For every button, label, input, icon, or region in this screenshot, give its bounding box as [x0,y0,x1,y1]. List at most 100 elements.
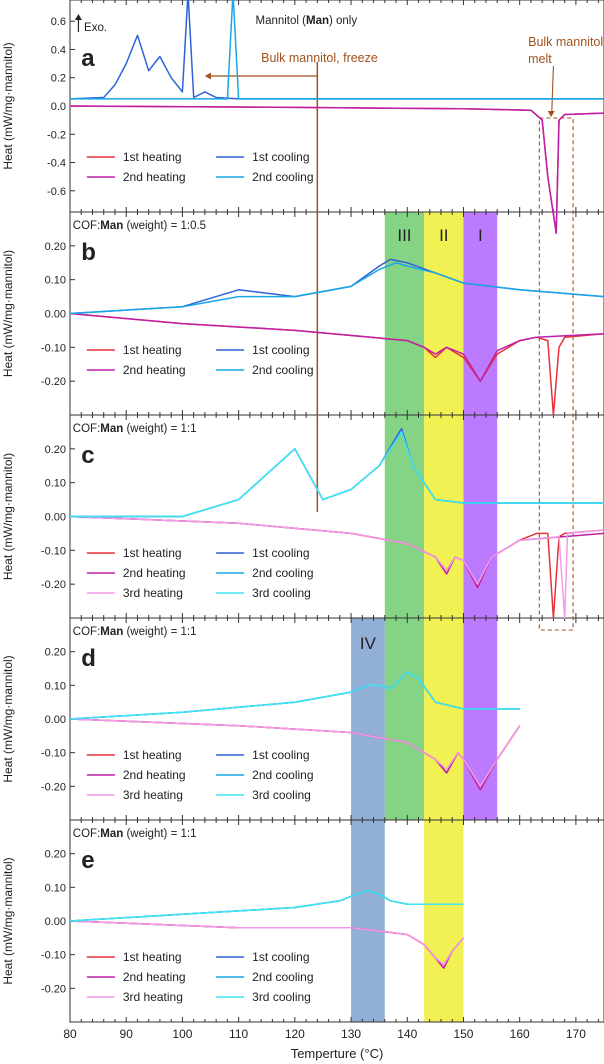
x-tick-label: 100 [172,1027,192,1041]
series-d-3rd-cooling [69,671,520,720]
legend-label: 1st heating [123,343,182,357]
panel-letter: e [81,847,94,874]
bulk-melt-label: Bulk mannitol, [528,35,604,49]
x-tick-label: 110 [229,1027,248,1041]
panel-letter: a [81,45,95,72]
legend-label: 1st heating [123,546,182,560]
legend-label: 3rd heating [123,586,183,600]
y-tick-label: -0.10 [41,950,66,962]
legend-label: 3rd heating [123,788,183,802]
panel-header: COF:Man (weight) = 1:1 [73,423,197,435]
y-tick-label: 0.20 [45,849,66,861]
legend-label: 2nd cooling [252,170,313,184]
legend-label: 2nd heating [123,170,186,184]
legend-label: 1st heating [123,150,182,164]
legend-label: 2nd cooling [252,363,313,377]
x-tick-label: 120 [285,1027,305,1041]
y-axis-title: Heat (mW/mg·mannitol) [1,42,15,169]
y-axis-title: Heat (mW/mg·mannitol) [1,250,15,377]
legend-label: 3rd cooling [252,788,311,802]
band-label-ii: II [439,226,448,245]
y-tick-label: 0.00 [45,309,66,321]
legend-label: 2nd cooling [252,566,313,580]
y-tick-label: 0.00 [45,714,66,726]
y-tick-label: -0.20 [41,983,66,995]
series-d-3rd-heating [69,718,521,788]
series-e-3rd-heating [69,920,465,966]
series-e-2nd-cooling [69,889,464,922]
band-label-i: I [478,226,483,245]
x-tick-label: 130 [341,1027,361,1041]
y-tick-label: -0.20 [41,579,66,591]
legend-label: 2nd cooling [252,970,313,984]
y-tick-label: 0.10 [45,882,66,894]
y-tick-label: -0.10 [41,545,66,557]
data-lines [69,0,604,969]
x-tick-label: 150 [453,1027,473,1041]
series-b-2nd-heating [69,312,604,382]
y-tick-label: -0.10 [41,748,66,760]
y-axis-title: Heat (mW/mg·mannitol) [1,857,15,984]
y-tick-label: 0.20 [45,647,66,659]
series-e-3rd-cooling [69,889,464,922]
panel-letter: c [81,442,94,469]
series-c-2nd-cooling [70,431,604,518]
band-iii [384,212,425,820]
legend-label: 3rd cooling [252,990,311,1004]
band-label-iv: IV [360,634,377,653]
annotations [74,14,574,631]
legend-label: 1st cooling [252,546,309,560]
series-a-2nd-heating [69,105,604,234]
x-tick-label: 160 [510,1027,530,1041]
y-tick-label: -0.10 [41,342,66,354]
legend-label: 1st heating [123,950,182,964]
band-i [463,212,498,820]
highlight-bands [351,212,498,1022]
y-tick-label: 0.00 [45,916,66,928]
y-tick-label: -0.2 [47,129,66,141]
exo-arrowhead [74,14,82,20]
panel-header: COF:Man (weight) = 1:0.5 [73,220,206,232]
legend-label: 2nd heating [123,970,186,984]
series-c-3rd-heating [69,515,604,619]
exo-label: Exo. [84,22,107,34]
plot-frame [69,0,604,1023]
y-tick-label: 0.10 [45,680,66,692]
y-tick-label: -0.20 [41,781,66,793]
melt-arrowhead [547,111,555,117]
legend-label: 2nd heating [123,768,186,782]
series-b-2nd-cooling [69,262,604,315]
labels: 80 90 100 110 120 130 140 150 160 170 Temperture (… [1,15,604,1061]
legend-label: 1st cooling [252,343,309,357]
x-tick-label: 140 [397,1027,417,1041]
y-axis-title: Heat (mW/mg·mannitol) [1,453,15,580]
legend-label: 1st cooling [252,748,309,762]
legend-label: 3rd cooling [252,586,311,600]
melt-arrow-line [551,65,554,115]
panel-header: COF:Man (weight) = 1:1 [73,828,197,840]
y-tick-label: -0.20 [41,376,66,388]
y-tick-label: 0.00 [45,512,66,524]
y-tick-label: 0.10 [45,478,66,490]
panel-letter: d [81,645,96,672]
y-tick-label: -0.4 [47,158,66,170]
legend-label: 1st heating [123,748,182,762]
y-axis-title: Heat (mW/mg·mannitol) [1,655,15,782]
legend-label: 2nd heating [123,363,186,377]
legend-label: 2nd heating [123,566,186,580]
y-tick-label: 0.6 [51,16,66,28]
y-tick-label: 0.4 [51,44,66,56]
y-tick-label: 0.20 [45,241,66,253]
panel-frames [69,0,604,1023]
x-tick-label: 170 [566,1027,586,1041]
legend-label: 3rd heating [123,990,183,1004]
series-c-3rd-cooling [70,431,604,518]
panel-letter: b [81,239,96,266]
panel-header: COF:Man (weight) = 1:1 [73,626,197,638]
bulk-melt-label: melt [528,52,552,66]
x-tick-label: 90 [120,1027,134,1041]
y-tick-label: 0.20 [45,444,66,456]
x-axis-title: Temperture (°C) [291,1046,384,1061]
legend-label: 1st cooling [252,950,309,964]
